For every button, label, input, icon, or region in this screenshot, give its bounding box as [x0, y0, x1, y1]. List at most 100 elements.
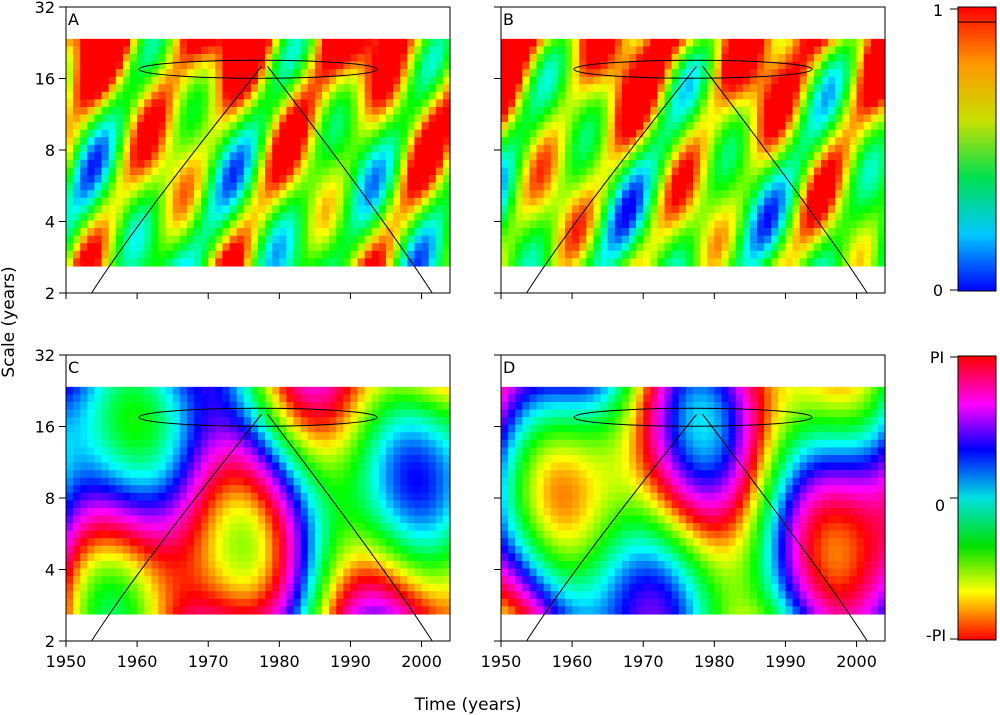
heatmap-cell: [137, 114, 145, 123]
heatmap-cell: [158, 401, 167, 411]
heatmap-cell: [870, 99, 879, 108]
heatmap-cell: [386, 560, 394, 570]
heatmap-cell: [607, 129, 616, 138]
heatmap-cell: [144, 250, 152, 259]
heatmap-cell: [742, 84, 751, 93]
heatmap-cell: [265, 243, 273, 252]
heatmap-cell: [300, 106, 309, 116]
heatmap-cell: [378, 485, 387, 494]
heatmap-cell: [636, 182, 644, 191]
heatmap-cell: [572, 250, 580, 259]
heatmap-cell: [265, 530, 273, 539]
heatmap-cell: [194, 447, 202, 456]
heatmap-cell: [293, 137, 302, 146]
heatmap-cell: [307, 560, 316, 570]
heatmap-cell: [194, 228, 202, 237]
heatmap-cell: [250, 500, 259, 509]
heatmap-cell: [115, 439, 124, 448]
heatmap-cell: [300, 530, 309, 539]
heatmap-cell: [87, 69, 96, 78]
heatmap-cell: [94, 424, 103, 433]
heatmap-cell: [194, 38, 202, 48]
heatmap-cell: [172, 583, 181, 592]
heatmap-cell: [813, 114, 822, 123]
heatmap-cell: [250, 477, 259, 486]
heatmap-cell: [144, 500, 152, 509]
heatmap-cell: [614, 205, 623, 214]
heatmap-cell: [350, 190, 359, 199]
heatmap-cell: [771, 220, 779, 229]
heatmap-cell: [515, 243, 523, 252]
heatmap-cell: [122, 432, 131, 441]
heatmap-cell: [407, 477, 416, 486]
heatmap-cell: [307, 76, 316, 85]
heatmap-cell: [186, 228, 195, 237]
heatmap-cell: [785, 61, 794, 70]
heatmap-cell: [636, 258, 644, 267]
heatmap-cell: [137, 454, 145, 464]
heatmap-cell: [322, 477, 330, 486]
heatmap-cell: [357, 424, 366, 433]
heatmap-cell: [870, 129, 879, 138]
heatmap-cell: [115, 576, 124, 585]
heatmap-cell: [371, 159, 380, 169]
heatmap-cell: [243, 401, 252, 411]
heatmap-cell: [371, 477, 380, 486]
heatmap-cell: [650, 76, 659, 85]
heatmap-cell: [778, 258, 787, 267]
heatmap-cell: [108, 175, 117, 184]
heatmap-cell: [272, 432, 280, 441]
heatmap-cell: [186, 76, 195, 85]
heatmap-cell: [593, 114, 602, 123]
heatmap-cell: [435, 197, 444, 206]
heatmap-cell: [357, 182, 366, 191]
heatmap-cell: [307, 114, 316, 123]
heatmap-cell: [307, 485, 316, 494]
heatmap-cell: [378, 530, 387, 539]
heatmap-cell: [414, 394, 423, 403]
heatmap-cell: [501, 523, 509, 532]
heatmap-cell: [550, 99, 559, 108]
heatmap-cell: [243, 69, 252, 78]
heatmap-cell: [856, 69, 865, 78]
heatmap-cell: [400, 409, 408, 418]
heatmap-cell: [515, 46, 523, 55]
heatmap-cell: [158, 106, 167, 116]
heatmap-cell: [194, 530, 202, 539]
heatmap-cell: [158, 159, 167, 169]
heatmap-cell: [371, 38, 380, 48]
heatmap-cell: [749, 106, 758, 116]
heatmap-cell: [186, 515, 195, 524]
heatmap-cell: [279, 576, 288, 585]
heatmap-cell: [386, 409, 394, 418]
heatmap-cell: [386, 462, 394, 471]
heatmap-cell: [501, 424, 509, 433]
heatmap-cell: [229, 523, 238, 532]
heatmap-cell: [364, 439, 373, 448]
heatmap-cell: [400, 500, 408, 509]
heatmap-cell: [799, 122, 808, 131]
heatmap-cell: [400, 212, 408, 222]
heatmap-cell: [700, 212, 708, 222]
heatmap-cell: [636, 250, 644, 259]
heatmap-cell: [813, 84, 822, 93]
heatmap-cell: [272, 144, 280, 153]
heatmap-cell: [671, 122, 680, 131]
heatmap-cell: [536, 114, 545, 123]
heatmap-cell: [378, 447, 387, 456]
heatmap-cell: [130, 159, 138, 169]
heatmap-cell: [293, 583, 302, 592]
heatmap-cell: [179, 69, 188, 78]
heatmap-cell: [236, 409, 245, 418]
heatmap-cell: [194, 470, 202, 479]
heatmap-cell: [856, 197, 865, 206]
heatmap-cell: [172, 61, 181, 70]
heatmap-cell: [435, 243, 444, 252]
heatmap-cell: [137, 122, 145, 131]
heatmap-cell: [215, 454, 224, 464]
heatmap-cell: [371, 530, 380, 539]
heatmap-cell: [386, 61, 394, 70]
heatmap-cell: [186, 167, 195, 176]
heatmap-cell: [442, 182, 451, 191]
heatmap-cell: [515, 220, 523, 229]
